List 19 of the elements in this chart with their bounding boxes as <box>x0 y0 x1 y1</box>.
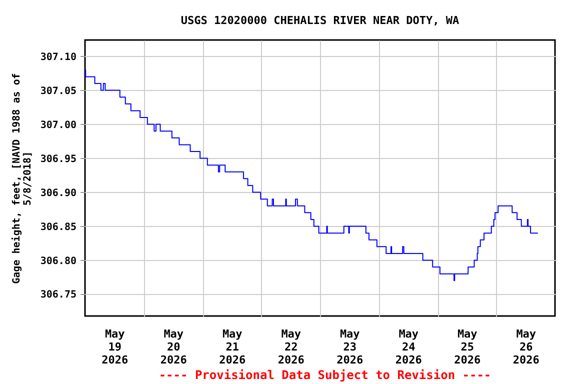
x-tick-label: May 19 2026 <box>102 328 128 366</box>
x-tick-label: May 26 2026 <box>512 328 540 366</box>
y-tick-label: 307.10 <box>40 52 76 63</box>
text: ---- Provisional Data Subject to Revision ---- <box>158 368 492 382</box>
x-tick-label: May 24 2026 <box>395 328 422 366</box>
x-tick-label: May 23 2026 <box>336 328 364 366</box>
y-tick-label: 306.85 <box>40 222 76 233</box>
y-tick-label: 306.80 <box>40 256 76 267</box>
y-axis-title: Gage height, feet, [NAVD 1988 as of 5/8/2018] <box>10 73 34 284</box>
y-tick-label: 307.05 <box>40 86 76 97</box>
y-tick-label: 306.75 <box>40 290 76 301</box>
y-tick-label: 306.95 <box>40 154 76 165</box>
y-tick-label: 306.90 <box>40 188 76 199</box>
chart-title: USGS 12020000 CHEHALIS RIVER NEAR DOTY, WA <box>180 14 460 27</box>
x-tick-label: May 21 2026 <box>219 328 246 366</box>
x-tick-label: May 22 2026 <box>278 328 305 366</box>
x-tick-label: May 20 2026 <box>160 328 188 366</box>
y-tick-label: 307.00 <box>40 120 76 131</box>
x-tick-label: May 25 2026 <box>454 328 481 366</box>
